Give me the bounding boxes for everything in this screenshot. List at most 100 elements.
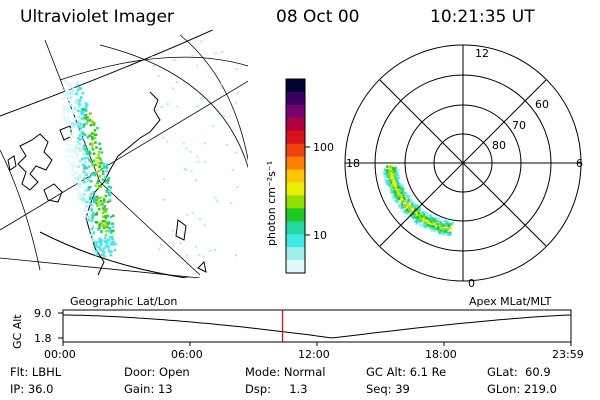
emission-pixel bbox=[105, 169, 108, 173]
mode-info: Mode: Normal bbox=[245, 365, 326, 379]
glon-info: GLon: 219.0 bbox=[487, 382, 557, 396]
emission-pixel bbox=[68, 143, 72, 147]
emission-pixel bbox=[426, 212, 429, 215]
emission-pixel bbox=[73, 172, 77, 175]
emission-pixel bbox=[394, 192, 397, 195]
colorbar-swatch bbox=[286, 130, 305, 145]
emission-pixel bbox=[93, 122, 96, 125]
emission-pixel bbox=[398, 183, 401, 186]
emission-pixel bbox=[109, 192, 112, 196]
emission-pixel bbox=[79, 195, 83, 198]
emission-pixel bbox=[65, 123, 68, 126]
mlt-label-0: 0 bbox=[468, 277, 475, 290]
emission-pixel bbox=[410, 202, 414, 206]
emission-pixel bbox=[105, 230, 108, 233]
emission-pixel bbox=[408, 207, 411, 210]
emission-pixel bbox=[100, 222, 103, 225]
emission-pixel bbox=[403, 191, 406, 195]
emission-pixel bbox=[388, 168, 392, 171]
emission-pixel bbox=[436, 227, 440, 230]
emission-pixel bbox=[390, 179, 394, 182]
emission-pixel bbox=[82, 152, 86, 156]
emission-pixel bbox=[419, 212, 423, 216]
ip-info: IP: 36.0 bbox=[10, 382, 54, 396]
emission-pixel bbox=[70, 122, 74, 126]
emission-pixel bbox=[196, 155, 199, 158]
emission-pixel bbox=[77, 137, 80, 140]
emission-pixel bbox=[385, 182, 389, 185]
emission-pixel bbox=[98, 207, 101, 211]
emission-pixel bbox=[172, 229, 174, 232]
emission-pixel bbox=[94, 163, 97, 167]
emission-pixel bbox=[96, 179, 100, 183]
emission-pixel bbox=[417, 218, 420, 221]
emission-pixel bbox=[388, 185, 392, 188]
colorbar-swatch bbox=[286, 143, 305, 158]
emission-pixel bbox=[110, 231, 113, 234]
emission-pixel bbox=[66, 139, 70, 143]
emission-pixel bbox=[190, 169, 193, 172]
timeline-xtick-1: 06:00 bbox=[171, 348, 203, 361]
emission-pixel bbox=[107, 249, 111, 252]
emission-pixel bbox=[425, 216, 428, 220]
emission-pixel bbox=[194, 179, 197, 182]
emission-pixel bbox=[83, 116, 86, 120]
emission-pixel bbox=[94, 213, 97, 216]
emission-pixel bbox=[79, 180, 82, 184]
colorbar-swatch bbox=[286, 234, 305, 248]
emission-pixel bbox=[103, 205, 106, 208]
emission-pixel bbox=[102, 166, 105, 169]
emission-pixel bbox=[63, 93, 67, 96]
emission-pixel bbox=[398, 203, 401, 206]
emission-pixel bbox=[110, 222, 114, 225]
emission-pixel bbox=[108, 189, 112, 193]
colorbar-swatch bbox=[286, 247, 305, 261]
emission-pixel bbox=[91, 238, 94, 241]
emission-pixel bbox=[103, 163, 106, 167]
emission-pixel bbox=[185, 147, 188, 150]
emission-pixel bbox=[431, 227, 435, 231]
emission-pixel bbox=[71, 111, 75, 115]
emission-pixel bbox=[438, 223, 441, 226]
emission-pixel bbox=[391, 169, 394, 173]
emission-pixel bbox=[77, 109, 80, 113]
emission-pixel bbox=[109, 186, 113, 189]
emission-pixel bbox=[236, 185, 239, 188]
emission-pixel bbox=[110, 250, 113, 253]
emission-pixel bbox=[69, 84, 73, 87]
emission-pixel bbox=[396, 186, 400, 189]
emission-pixel bbox=[203, 142, 206, 145]
emission-pixel bbox=[98, 247, 102, 250]
emission-pixel bbox=[406, 209, 410, 212]
latitude-line bbox=[0, 149, 41, 271]
emission-pixel bbox=[112, 240, 115, 244]
emission-pixel bbox=[80, 110, 83, 114]
emission-pixel bbox=[61, 97, 64, 101]
emission-pixel bbox=[95, 211, 99, 215]
emission-pixel bbox=[418, 223, 422, 227]
emission-pixel bbox=[235, 67, 238, 70]
emission-pixel bbox=[234, 101, 237, 104]
emission-pixel bbox=[66, 110, 70, 114]
emission-pixel bbox=[95, 221, 99, 224]
colorbar-unit-label: photon cm⁻²s⁻¹ bbox=[265, 160, 278, 246]
emission-pixel bbox=[89, 112, 92, 115]
emission-pixel bbox=[112, 214, 115, 218]
emission-pixel bbox=[448, 223, 452, 226]
timeline-xtick-3: 18:00 bbox=[425, 348, 457, 361]
emission-pixel bbox=[108, 226, 111, 230]
emission-pixel bbox=[101, 211, 105, 215]
emission-pixel bbox=[428, 216, 432, 219]
emission-pixel bbox=[109, 215, 113, 219]
emission-pixel bbox=[396, 191, 399, 194]
emission-pixel bbox=[424, 211, 427, 214]
emission-pixel bbox=[83, 157, 86, 160]
emission-pixel bbox=[82, 170, 86, 173]
colorbar-tick-100: 100 bbox=[313, 141, 334, 154]
colorbar-frame bbox=[285, 78, 306, 274]
mlt-label-18: 18 bbox=[346, 157, 360, 170]
emission-pixel bbox=[78, 134, 82, 137]
emission-pixel bbox=[427, 217, 430, 221]
emission-pixel bbox=[77, 165, 80, 168]
emission-pixel bbox=[403, 198, 407, 202]
